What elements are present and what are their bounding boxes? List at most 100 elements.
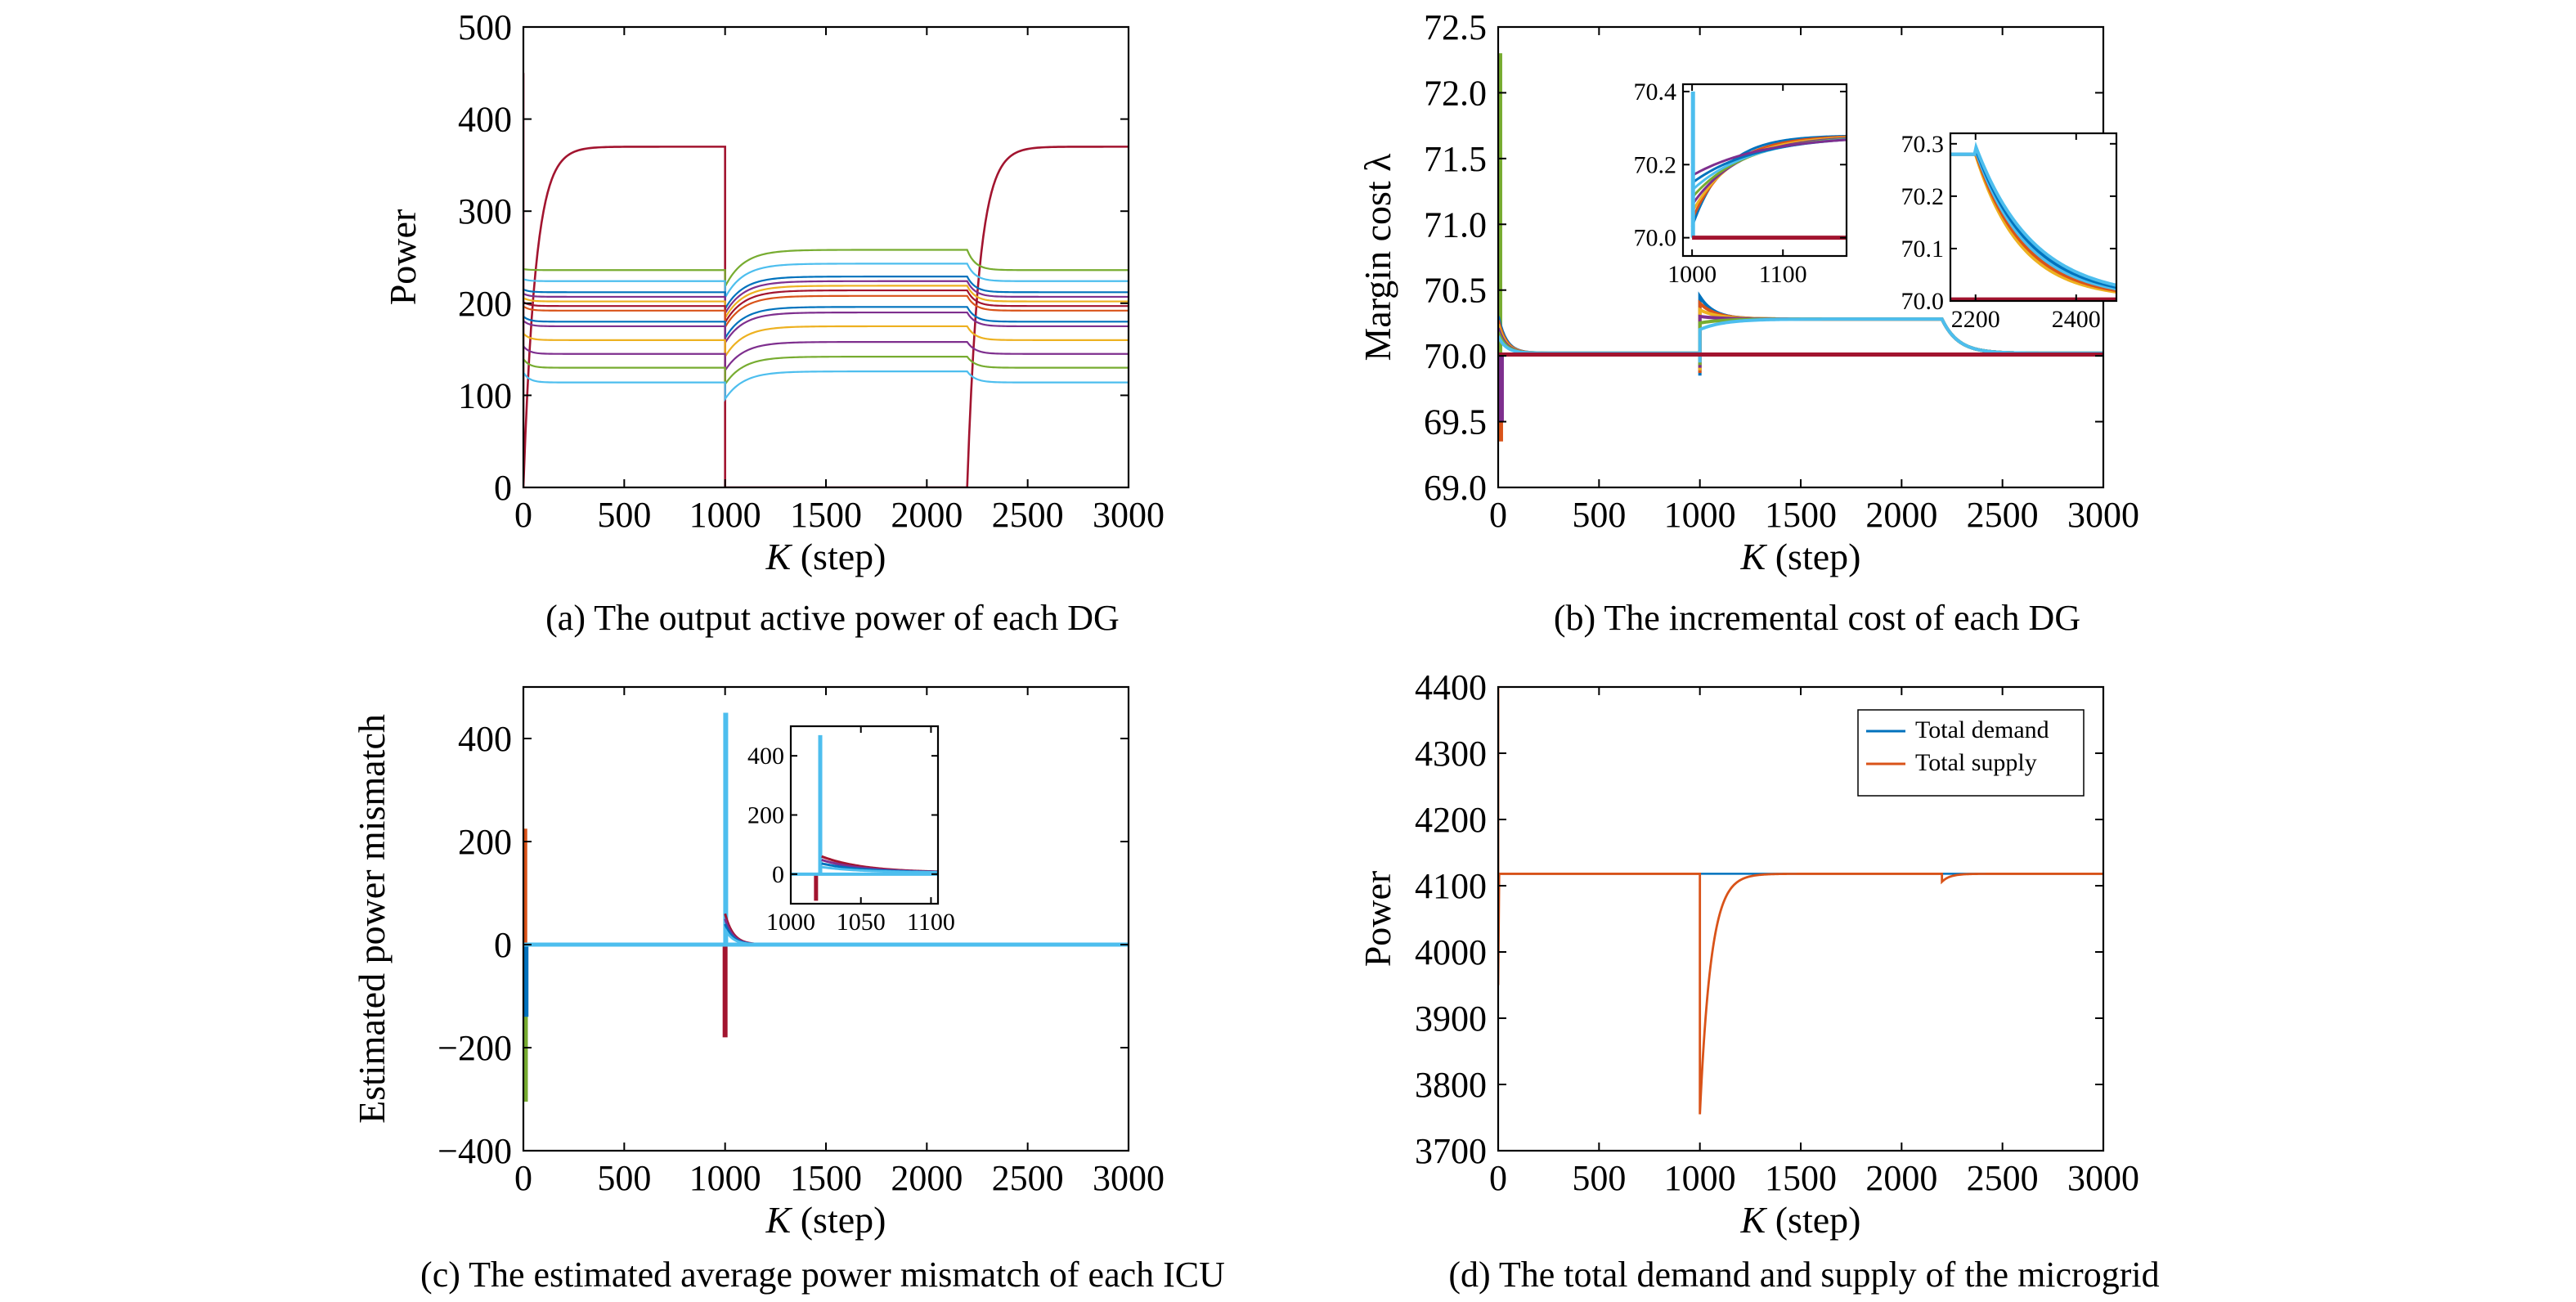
y-tick-label: 3800: [1415, 1065, 1487, 1105]
y-tick-label: 70.2: [1634, 151, 1677, 178]
y-tick-label: 200: [458, 284, 512, 324]
series-line-2: [523, 263, 1129, 302]
plot-frame: [1949, 132, 2118, 303]
y-tick-label: 4000: [1415, 932, 1487, 972]
x-axis-label-unit: (step): [1766, 1199, 1860, 1241]
x-tick-label: 2000: [891, 1158, 963, 1198]
panel-b-chart: 0 500 1000 1500 2000 2500 3000 69.0 69.5 70.0 70.5…: [1357, 7, 2139, 577]
y-tick-label: 72.5: [1424, 7, 1487, 47]
series-line-7: [523, 294, 1129, 330]
y-tick-label: −400: [438, 1131, 512, 1171]
x-tick-label: 1000: [689, 1158, 761, 1198]
y-tick-label: 500: [458, 7, 512, 47]
y-axis-label: Estimated power mismatch: [351, 714, 393, 1124]
y-tick-label: 0: [772, 861, 784, 888]
x-axis-label-unit: (step): [791, 1199, 886, 1241]
legend: Total demand Total supply: [1857, 709, 2085, 797]
x-tick-label: 3000: [2067, 1158, 2139, 1198]
x-tick-label: 2500: [1967, 495, 2039, 535]
x-axis-label-var: K: [1740, 536, 1768, 577]
series-line-3: [523, 276, 1129, 312]
panel-c-chart: 0 500 1000 1500 2000 2500 3000−400−2000200400K…: [351, 685, 1165, 1241]
lambda-line-1: [1498, 299, 2103, 374]
caption-d: (d) The total demand and supply of the m…: [1448, 1255, 2159, 1295]
plot-area: [1950, 141, 2116, 301]
y-tick-label: 70.4: [1634, 79, 1677, 106]
y-tick-label: 69.5: [1424, 402, 1487, 442]
y-tick-label: 400: [747, 743, 784, 770]
lambda-line-4: [1498, 317, 2103, 366]
inset-1-bg: [1683, 84, 1847, 256]
series-total-supply: [1498, 687, 2103, 1115]
y-tick-label: 4100: [1415, 866, 1487, 906]
plot-frame: [522, 25, 1130, 489]
x-tick-label: 1100: [907, 909, 955, 936]
x-tick-label: 3000: [1093, 495, 1165, 535]
x-tick-label: 1000: [1664, 1158, 1736, 1198]
x-axis-label: K (step): [1740, 536, 1861, 577]
x-tick-label: 0: [1489, 1158, 1507, 1198]
x-tick-label: 2500: [992, 495, 1064, 535]
x-axis-label: K (step): [1740, 1199, 1861, 1241]
x-tick-label: 1100: [1759, 261, 1807, 288]
x-tick-label: 1500: [1765, 1158, 1837, 1198]
x-tick-label: 1000: [689, 495, 761, 535]
x-tick-label: 2500: [1967, 1158, 2039, 1198]
caption-a: (a) The output active power of each DG: [545, 598, 1120, 638]
x-tick-label: 500: [597, 1158, 651, 1198]
x-axis-label-unit: (step): [791, 536, 886, 577]
series-line-5: [523, 285, 1129, 321]
x-tick-label: 0: [1489, 495, 1507, 535]
inset-1: 1000 1100 70.0 70.2 70.4: [1634, 79, 1848, 288]
x-tick-label: 2400: [2052, 306, 2101, 333]
lambda-line-0: [1498, 291, 2103, 376]
legend-label-0: Total demand: [1915, 716, 2049, 743]
x-axis-label-unit: (step): [1766, 536, 1860, 577]
y-tick-label: 3700: [1415, 1131, 1487, 1171]
y-tick-label: 71.5: [1424, 139, 1487, 179]
plot-frame: [1681, 83, 1848, 258]
inset-2: 2200 2400 70.0 70.1 70.2 70.3: [1901, 131, 2118, 333]
x-axis-label: K (step): [765, 1199, 886, 1241]
y-axis-label: Margin cost λ: [1357, 153, 1398, 361]
y-tick-label: 70.2: [1901, 183, 1945, 210]
series-line-11: [523, 340, 1129, 374]
y-tick-label: 4400: [1415, 667, 1487, 707]
plot-area: [1498, 687, 2103, 1115]
y-tick-label: 70.5: [1424, 271, 1487, 311]
x-tick-label: 1000: [766, 909, 815, 936]
y-tick-label: 400: [458, 719, 512, 759]
x-tick-label: 2000: [1865, 495, 1937, 535]
y-tick-label: 200: [458, 822, 512, 862]
x-tick-label: 2200: [1951, 306, 2000, 333]
y-tick-label: 70.0: [1901, 288, 1945, 315]
x-tick-label: 0: [514, 1158, 532, 1198]
x-tick-label: 0: [514, 495, 532, 535]
plot-area: [523, 73, 1129, 487]
x-tick-label: 1050: [837, 909, 886, 936]
y-tick-label: 70.0: [1424, 336, 1487, 376]
legend-label-1: Total supply: [1915, 749, 2037, 776]
y-tick-label: 4200: [1415, 800, 1487, 840]
inset-c-bg: [791, 726, 938, 904]
x-tick-label: 3000: [2067, 495, 2139, 535]
x-axis-label-var: K: [1740, 1199, 1768, 1241]
x-tick-label: 500: [1572, 1158, 1626, 1198]
y-tick-label: 4300: [1415, 734, 1487, 774]
x-tick-label: 1000: [1667, 261, 1717, 288]
x-tick-label: 1500: [1765, 495, 1837, 535]
lambda-line-3: [1498, 314, 2103, 368]
x-tick-label: 2500: [992, 1158, 1064, 1198]
y-tick-label: 72.0: [1424, 73, 1487, 113]
caption-b: (b) The incremental cost of each DG: [1554, 598, 2080, 638]
x-tick-label: 3000: [1093, 1158, 1165, 1198]
inset-2-line-4: [1950, 141, 2116, 287]
inset-c-line-3: [821, 865, 938, 874]
y-axis-label: Power: [1357, 871, 1398, 968]
inset-1-line-7: [1691, 138, 1847, 177]
caption-c: (c) The estimated average power mismatch…: [420, 1255, 1225, 1295]
plot-area: [1690, 91, 1847, 240]
plot-area: [1498, 53, 2103, 442]
series-line-10: [523, 325, 1129, 360]
